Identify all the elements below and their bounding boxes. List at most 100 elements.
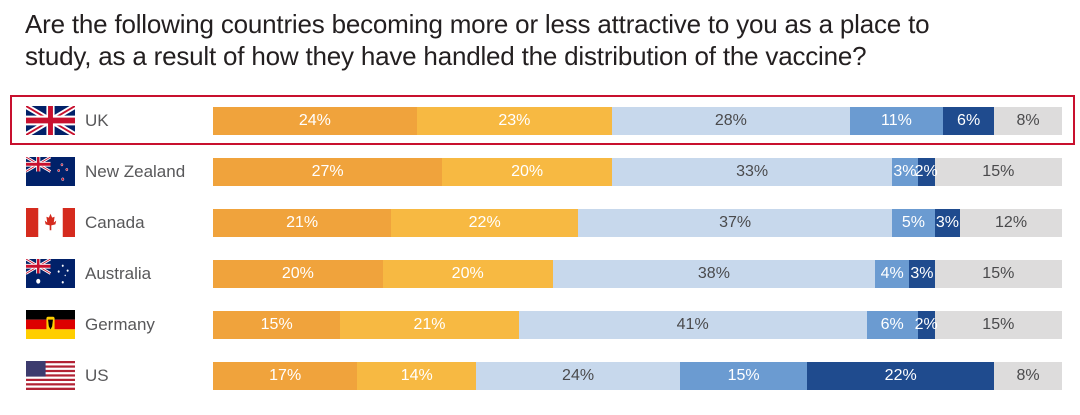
bar-segment-1 (213, 107, 418, 135)
data-label: 15% (982, 265, 1015, 282)
data-label: 3% (893, 163, 917, 180)
category-label: Canada (85, 213, 145, 232)
bar-segment-3 (612, 107, 851, 135)
category-label: Australia (85, 264, 152, 283)
bar-segment-1 (213, 158, 443, 186)
bar-row-australia: Australia 20% 20% 38% 4% 3% 15% (0, 259, 1080, 289)
bar-segment-1 (213, 209, 392, 237)
data-label: 2% (914, 316, 938, 333)
bar-segment-4 (679, 362, 808, 390)
data-label: 20% (281, 265, 314, 282)
uk-flag-icon (26, 106, 75, 135)
bar-segment-2 (442, 158, 613, 186)
stacked-bar: 21% 22% 37% 5% 3% 12% (213, 209, 1063, 237)
data-label: 28% (714, 112, 747, 129)
data-label: 37% (719, 214, 752, 231)
data-label: 6% (957, 112, 981, 129)
data-label: 20% (451, 265, 484, 282)
bar-segment-6 (934, 311, 1063, 339)
bar-segment-5 (909, 260, 936, 288)
chart-title-line-1: Are the following countries becoming mor… (25, 9, 930, 39)
bar-segment-1 (213, 260, 384, 288)
data-label: 3% (935, 214, 959, 231)
bar-row-uk: UK 24% 23% 28% 11% 6% 8% (0, 106, 1080, 136)
bar-segment-6 (994, 362, 1063, 390)
data-label: 38% (697, 265, 730, 282)
canada-flag-icon (26, 208, 75, 237)
bar-segment-2 (391, 209, 579, 237)
bar-segment-2 (357, 362, 477, 390)
data-label: 8% (1016, 367, 1040, 384)
data-label: 21% (413, 316, 446, 333)
australia-flag-icon (26, 259, 75, 288)
data-label: 15% (982, 163, 1015, 180)
category-label: New Zealand (85, 162, 186, 181)
category-label: UK (85, 111, 109, 130)
bar-segment-4 (892, 158, 919, 186)
data-label: 21% (286, 214, 319, 231)
bar-segment-3 (476, 362, 681, 390)
data-label: 14% (400, 367, 433, 384)
data-label: 27% (311, 163, 344, 180)
stacked-bar: 24% 23% 28% 11% 6% 8% (213, 107, 1063, 135)
data-label: 6% (880, 316, 904, 333)
bar-segment-4 (875, 260, 910, 288)
bar-segment-5 (917, 158, 936, 186)
category-label: Germany (85, 315, 155, 334)
bar-segment-4 (849, 107, 944, 135)
data-label: 15% (260, 316, 293, 333)
data-label: 8% (1016, 112, 1040, 129)
bar-row-new-zealand: New Zealand 27% 20% 33% 3% 2% 15% (0, 157, 1080, 187)
bar-segment-5 (807, 362, 995, 390)
bar-row-canada: Canada 21% 22% 37% 5% 3% 12% (0, 208, 1080, 238)
bar-segment-3 (578, 209, 893, 237)
data-label: 24% (298, 112, 331, 129)
data-label: 24% (562, 367, 595, 384)
chart-title: Are the following countries becoming mor… (25, 8, 1075, 72)
germany-flag-icon (26, 310, 75, 339)
bar-segment-1 (213, 311, 341, 339)
stacked-bar: 20% 20% 38% 4% 3% 15% (213, 260, 1063, 288)
bar-segment-4 (892, 209, 936, 237)
bar-segment-6 (960, 209, 1063, 237)
stacked-bar: 27% 20% 33% 3% 2% 15% (213, 158, 1063, 186)
bar-segment-6 (934, 260, 1063, 288)
bar-row-germany: Germany 15% 21% 41% 6% 2% 15% (0, 310, 1080, 340)
uk-highlight-box (10, 95, 1075, 145)
data-label: 2% (914, 163, 938, 180)
data-label: 5% (901, 214, 925, 231)
data-label: 22% (468, 214, 501, 231)
data-label: 23% (498, 112, 531, 129)
data-label: 33% (736, 163, 769, 180)
bar-row-us: US 17% 14% 24% 15% 22% 8% (0, 361, 1080, 391)
bar-segment-1 (213, 362, 358, 390)
chart-title-line-2: study, as a result of how they have hand… (25, 41, 867, 71)
bar-segment-3 (552, 260, 876, 288)
bar-segment-2 (382, 260, 554, 288)
bar-segment-3 (518, 311, 868, 339)
data-label: 11% (881, 112, 912, 129)
data-label: 22% (884, 367, 917, 384)
bar-segment-2 (416, 107, 613, 135)
bar-segment-5 (943, 107, 995, 135)
data-label: 12% (995, 214, 1028, 231)
us-flag-icon (26, 361, 75, 390)
data-label: 15% (727, 367, 760, 384)
data-label: 17% (269, 367, 302, 384)
bar-segment-4 (866, 311, 919, 339)
stacked-bar: 17% 14% 24% 15% 22% 8% (213, 362, 1063, 390)
data-label: 15% (982, 316, 1015, 333)
bar-segment-2 (340, 311, 520, 339)
new-zealand-flag-icon (26, 157, 75, 186)
bar-segment-5 (917, 311, 936, 339)
bar-segment-6 (934, 158, 1063, 186)
category-label: US (85, 366, 109, 385)
data-label: 4% (880, 265, 904, 282)
bar-segment-6 (994, 107, 1063, 135)
bar-segment-3 (612, 158, 893, 186)
stacked-bar: 15% 21% 41% 6% 2% 15% (213, 311, 1063, 339)
data-label: 41% (676, 316, 709, 333)
bar-segment-5 (934, 209, 961, 237)
data-label: 20% (511, 163, 544, 180)
data-label: 3% (910, 265, 934, 282)
